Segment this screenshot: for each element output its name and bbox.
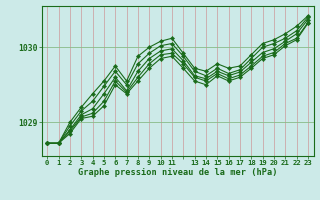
X-axis label: Graphe pression niveau de la mer (hPa): Graphe pression niveau de la mer (hPa) xyxy=(78,168,277,177)
